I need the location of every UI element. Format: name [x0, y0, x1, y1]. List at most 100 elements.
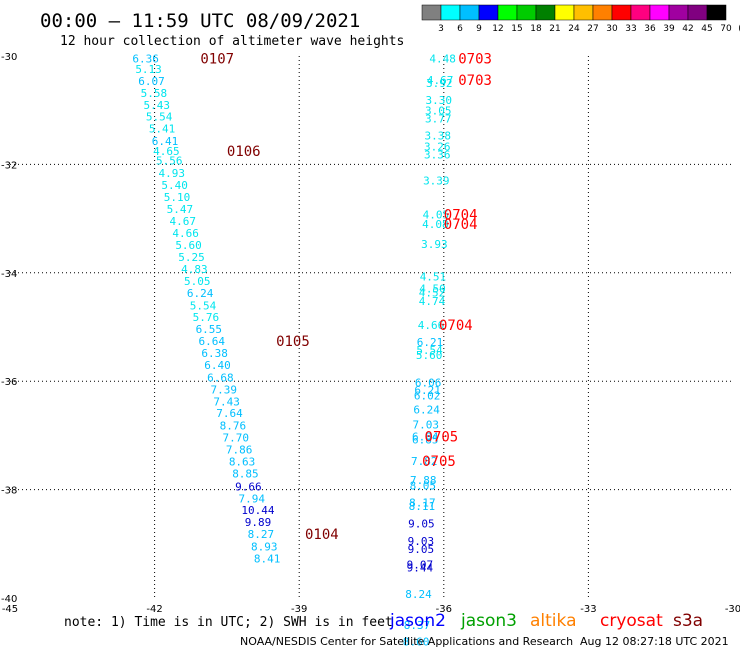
scale-label: 39 [663, 24, 675, 34]
scale-swatch [459, 4, 480, 21]
wave-height-label: 5.60 [416, 349, 443, 362]
scale-swatch [478, 4, 499, 21]
pass-time-label: 0703 [458, 52, 492, 68]
wave-height-label: 4.67 [170, 215, 197, 228]
wave-height-label: 6.02 [414, 389, 441, 402]
wave-height-label: 5.40 [161, 179, 188, 192]
footer-credit: NOAA/NESDIS Center for Satellite Applica… [240, 635, 573, 648]
wave-height-label: 8.85 [232, 467, 259, 480]
wave-height-label: 7.64 [216, 407, 243, 420]
note-text: note: 1) Time is in UTC; 2) SWH is in fe… [64, 615, 393, 630]
x-tick-label: -39 [291, 604, 307, 615]
wave-height-label: 9.05 [408, 543, 435, 556]
wave-height-label: 9.05 [408, 518, 435, 531]
satellite-legend-entry: altika [530, 611, 577, 631]
wave-height-label: 4.66 [418, 319, 445, 332]
pass-time-label: 0704 [439, 318, 473, 334]
scale-swatch [592, 4, 613, 21]
wave-height-label: 6.55 [196, 323, 223, 336]
wave-height-label: 6.21 [414, 384, 441, 397]
x-tick-label: -45 [2, 604, 18, 615]
wave-height-label: 6.24 [187, 287, 214, 300]
wave-height-label: 5.76 [193, 311, 220, 324]
wave-height-label: 5.10 [164, 191, 191, 204]
wave-height-label: 5.56 [156, 155, 183, 168]
scale-swatch [497, 4, 518, 21]
wave-height-label: 8.37 [404, 619, 431, 632]
wave-height-label: 7.82 [411, 455, 438, 468]
pass-time-label: 0107 [200, 52, 234, 68]
scale-swatch [516, 4, 537, 21]
scale-label: 42 [682, 24, 693, 34]
wave-height-label: 3.36 [424, 149, 451, 162]
scale-swatch [440, 4, 461, 21]
scale-label: 12 [492, 24, 503, 34]
scale-swatch [668, 4, 689, 21]
wave-height-label: 3.77 [425, 112, 452, 125]
y-tick-label: -38 [1, 486, 17, 497]
track-b-group: 4.48 4.673.92 3.303.053.77 3.383.263.36 3.39… [403, 52, 492, 649]
scale-swatch [706, 4, 727, 21]
x-tick-label: -30 [725, 604, 740, 615]
wave-height-label: 4.66 [172, 227, 199, 240]
scale-swatch [611, 4, 632, 21]
wave-height-label: 5.43 [144, 99, 171, 112]
wave-height-label: 10.44 [241, 504, 274, 517]
wave-height-label: 4.65 [153, 145, 180, 158]
wave-height-label: 6.07 [138, 75, 165, 88]
wave-height-label: 4.52 [419, 286, 446, 299]
footer-timestamp: Aug 12 08:27:18 UTC 2021 [580, 635, 729, 648]
y-tick-label: -36 [1, 377, 17, 388]
satellite-legend-entry: s3a [673, 611, 703, 631]
scale-swatch [573, 4, 594, 21]
wave-height-label: 5.25 [178, 251, 205, 264]
scale-swatch [630, 4, 651, 21]
satellite-legend-entry: cryosat [600, 611, 663, 631]
wave-height-label: 4.93 [158, 167, 185, 180]
wave-height-label: 9.89 [245, 516, 272, 529]
wave-height-label: 3.38 [425, 130, 452, 143]
grid [10, 56, 733, 598]
y-tick-label: -30 [1, 52, 17, 63]
pass-time-label: 0106 [227, 144, 261, 160]
wave-height-label: 6.85 [412, 434, 439, 447]
wave-height-label: 6.64 [198, 335, 225, 348]
scale-swatch [535, 4, 556, 21]
wave-height-label: 4.67 [427, 74, 454, 87]
wave-height-label: 5.05 [184, 275, 211, 288]
pass-time-label: 0705 [425, 429, 459, 445]
wave-height-label: 4.05 [423, 208, 450, 221]
pass-time-label: 0704 [444, 217, 478, 233]
pass-time-label: 0705 [422, 454, 456, 470]
wave-height-label: 5.58 [141, 87, 168, 100]
wave-height-label: 8.17 [409, 497, 436, 510]
scale-swatch [687, 4, 708, 21]
wave-height-label: 4.48 [429, 53, 456, 66]
scale-label: 27 [587, 24, 598, 34]
wave-height-label: 6.40 [204, 359, 231, 372]
wave-height-label: 3.30 [425, 94, 452, 107]
wave-height-label: 8.63 [229, 455, 256, 468]
pass-time-label: 0703 [458, 73, 492, 89]
wave-height-label: 3.26 [424, 141, 451, 154]
wave-height-label: 6.41 [152, 135, 179, 148]
wave-height-label: 3.92 [426, 77, 453, 90]
wave-height-label: 9.03 [408, 535, 435, 548]
scale-label: (ft) [738, 24, 740, 34]
scale-label: 45 [701, 24, 712, 34]
wave-height-label: 8.41 [254, 552, 281, 565]
wave-height-label: 7.39 [211, 383, 238, 396]
x-tick-label: -33 [580, 604, 596, 615]
x-tick-label: -36 [436, 604, 452, 615]
scale-label: 3 [438, 24, 444, 34]
wave-height-label: 7.43 [213, 395, 240, 408]
wave-height-label: 5.54 [416, 344, 443, 357]
track-a-group: 6.365.136.075.585.435.545.416.414.655.56… [132, 52, 338, 566]
wave-height-label: 8.93 [251, 541, 278, 554]
wave-height-label: 7.88 [410, 474, 437, 487]
scale-label: 36 [644, 24, 656, 34]
x-tick-label: -42 [146, 604, 162, 615]
wave-height-label: 8.60 [403, 635, 430, 648]
scale-label: 70 [720, 24, 732, 34]
